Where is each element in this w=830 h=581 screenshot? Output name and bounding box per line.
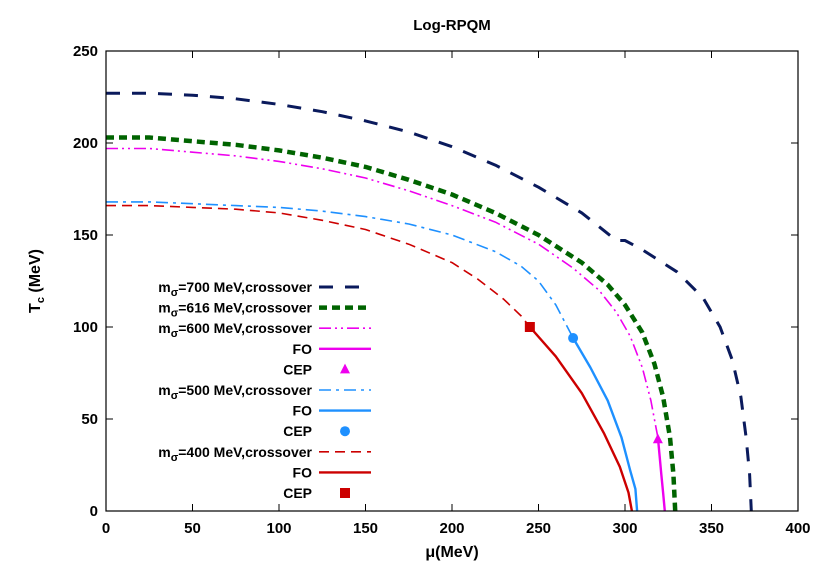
series-line-s700 — [106, 91, 753, 512]
x-tick-label: 100 — [266, 520, 291, 537]
legend-label-prefix: m — [158, 382, 170, 398]
legend-label: mσ=500 MeV,crossover — [158, 382, 312, 402]
y-axis-label-sub: c — [35, 297, 47, 303]
legend-entry-fo400: FO — [293, 464, 371, 480]
y-tick-label: 200 — [73, 135, 98, 152]
ticks-layer: 0 50 100 150 200 250 300 350 400 0 50 100 150 200 250 — [73, 43, 811, 537]
legend-label-name: =616 MeV,crossover — [178, 300, 312, 316]
legend-swatch — [340, 488, 350, 498]
legend-label-sub: σ — [171, 452, 179, 464]
series-line-fo400 — [528, 326, 634, 512]
legend-label-prefix: m — [158, 279, 170, 295]
series-line-fo600 — [656, 437, 666, 512]
legend-label-prefix: m — [158, 444, 170, 460]
legend-label: mσ=616 MeV,crossover — [158, 300, 312, 320]
legend-label-name: =700 MeV,crossover — [178, 279, 312, 295]
x-axis-label: μ(MeV) — [425, 544, 478, 561]
legend-entry-cep600: CEP — [283, 361, 350, 377]
legend-entry-s700: mσ=700 MeV,crossover — [158, 279, 371, 299]
series-line-s600 — [106, 147, 659, 438]
y-tick-label: 250 — [73, 43, 98, 60]
legend-label: FO — [293, 464, 313, 480]
legend-label-prefix: m — [158, 320, 170, 336]
series-line-s400 — [106, 204, 531, 328]
plot-layer — [106, 91, 753, 512]
x-tick-label: 0 — [102, 520, 110, 537]
legend-entry-cep400: CEP — [283, 485, 350, 501]
legend-entry-s616: mσ=616 MeV,crossover — [158, 300, 371, 320]
x-tick-label: 150 — [353, 520, 378, 537]
data-point-cep400 — [524, 322, 535, 332]
legend-label: FO — [293, 341, 313, 357]
series-line-fo500 — [572, 337, 639, 512]
legend-entry-fo500: FO — [293, 403, 371, 419]
x-tick-label: 200 — [439, 520, 464, 537]
x-tick-label: 50 — [184, 520, 201, 537]
x-tick-label: 300 — [612, 520, 637, 537]
y-axis-label-unit: (MeV) — [27, 249, 44, 297]
legend-entry-fo600: FO — [293, 341, 371, 357]
legend-entry-s600: mσ=600 MeV,crossover — [158, 320, 371, 340]
legend-label: mσ=700 MeV,crossover — [158, 279, 312, 299]
legend-label: CEP — [283, 485, 312, 501]
y-tick-label: 0 — [90, 503, 98, 520]
legend-label-name: =500 MeV,crossover — [178, 382, 312, 398]
y-axis-label-main: T — [27, 303, 44, 313]
legend-label-sub: σ — [171, 328, 179, 340]
legend-label-name: =600 MeV,crossover — [178, 320, 312, 336]
x-tick-label: 250 — [526, 520, 551, 537]
legend-entry-s500: mσ=500 MeV,crossover — [158, 382, 371, 402]
x-tick-label: 350 — [699, 520, 724, 537]
legend-label: CEP — [283, 361, 312, 377]
legend-label: mσ=400 MeV,crossover — [158, 444, 312, 464]
legend-label-name: =400 MeV,crossover — [178, 444, 312, 460]
legend-label: FO — [293, 403, 313, 419]
y-axis-label: Tc (MeV) — [27, 249, 47, 313]
chart-title: Log-RPQM — [413, 17, 490, 34]
legend-label-prefix: m — [158, 300, 170, 316]
y-tick-label: 100 — [73, 319, 98, 336]
y-tick-label: 150 — [73, 227, 98, 244]
legend-label: CEP — [283, 423, 312, 439]
legend-label: mσ=600 MeV,crossover — [158, 320, 312, 340]
data-point-cep500 — [568, 333, 579, 344]
legend-swatch — [340, 426, 350, 437]
series-line-s500 — [106, 201, 574, 339]
x-tick-label: 400 — [785, 520, 810, 537]
series-line-s616 — [106, 135, 678, 512]
legend-swatch — [340, 363, 350, 374]
legend-entry-s400: mσ=400 MeV,crossover — [158, 444, 371, 464]
y-tick-label: 50 — [81, 411, 98, 428]
legend-label-sub: σ — [171, 308, 179, 320]
legend-label-sub: σ — [171, 390, 179, 402]
legend-label-sub: σ — [171, 287, 179, 299]
data-point-cep600 — [652, 433, 663, 444]
legend-entry-cep500: CEP — [283, 423, 350, 439]
